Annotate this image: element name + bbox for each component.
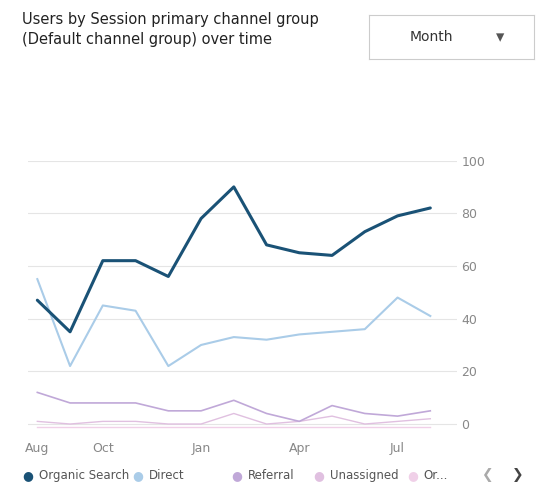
Text: ▾: ▾ <box>496 28 505 46</box>
Text: ●: ● <box>407 469 418 482</box>
Text: ●: ● <box>22 469 33 482</box>
Text: Referral: Referral <box>248 469 294 482</box>
Text: Organic Search: Organic Search <box>39 469 129 482</box>
Text: Unassigned: Unassigned <box>330 469 399 482</box>
Text: ❯: ❯ <box>512 468 523 482</box>
Text: ❮: ❮ <box>481 468 493 482</box>
Text: Month: Month <box>409 30 453 44</box>
Text: ●: ● <box>314 469 324 482</box>
Text: Users by Session primary channel group
(Default channel group) over time: Users by Session primary channel group (… <box>22 12 319 47</box>
Text: Or...: Or... <box>424 469 448 482</box>
Text: ●: ● <box>132 469 143 482</box>
Text: Direct: Direct <box>148 469 184 482</box>
Text: ●: ● <box>231 469 242 482</box>
